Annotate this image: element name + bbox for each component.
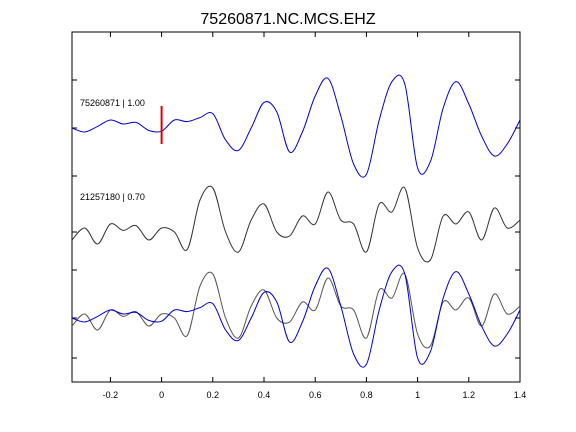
trace-label-2: 21257180 | 0.70 — [80, 192, 145, 202]
x-tick-label: 0.8 — [360, 390, 373, 400]
plot-frame — [71, 31, 521, 383]
trace-label-1: 75260871 | 1.00 — [80, 98, 145, 108]
traces: 75260871 | 1.00 21257180 | 0.70 — [71, 74, 521, 368]
x-ticks: -0.2 0 0.2 0.4 0.6 0.8 1 1.2 1.4 — [103, 32, 527, 400]
x-tick-label: 0.4 — [258, 390, 271, 400]
chart-title: 75260871.NC.MCS.EHZ — [200, 11, 375, 28]
x-tick-label: 0.6 — [309, 390, 322, 400]
x-tick-label: 0.2 — [207, 390, 220, 400]
trace-75260871 — [71, 74, 521, 178]
overlay-trace-75260871 — [71, 264, 521, 368]
x-tick-label: 0 — [159, 390, 164, 400]
x-tick-label: 1.2 — [463, 390, 476, 400]
x-tick-label: 1.4 — [514, 390, 527, 400]
x-tick-label: 1 — [415, 390, 420, 400]
x-tick-label: -0.2 — [103, 390, 119, 400]
y-ticks — [72, 79, 520, 359]
overlay-trace-21257180 — [71, 271, 521, 349]
trace-21257180 — [71, 185, 521, 263]
